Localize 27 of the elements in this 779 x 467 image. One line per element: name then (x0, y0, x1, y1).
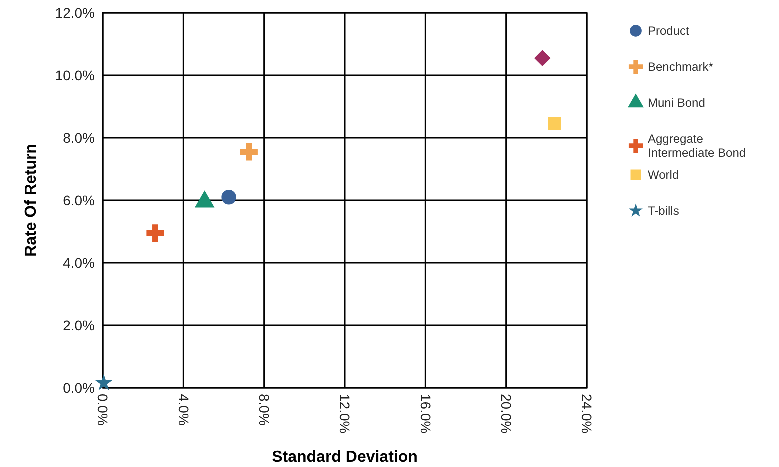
legend-label: T-bills (648, 204, 680, 218)
legend-label: Benchmark* (648, 60, 714, 74)
x-tick-label: 12.0% (337, 394, 354, 434)
point (240, 143, 258, 161)
y-tick-label: 4.0% (63, 254, 95, 271)
y-tick-label: 0.0% (63, 380, 95, 396)
legend-label: Aggregate Intermediate Bond (648, 132, 746, 160)
legend-label: Product (648, 24, 690, 38)
legend-label: Muni Bond (648, 96, 706, 110)
y-tick-label: 6.0% (63, 192, 95, 208)
point (222, 190, 236, 205)
x-tick-label: 16.0% (418, 394, 434, 434)
x-axis-title: Standard Deviation (272, 449, 418, 466)
y-tick-label: 10.0% (55, 67, 95, 84)
legend-label: World (648, 168, 680, 182)
y-axis-title: Rate Of Return (23, 144, 40, 257)
point (548, 117, 562, 130)
point (534, 50, 551, 66)
x-tick-label: 20.0% (498, 394, 514, 434)
y-tick-label: 12.0% (55, 4, 95, 21)
x-tick-label: 24.0% (579, 394, 596, 434)
x-tick-label: 8.0% (256, 394, 272, 426)
y-tick-label: 2.0% (63, 317, 95, 334)
point (146, 224, 164, 242)
y-tick-label: 8.0% (63, 130, 95, 146)
x-tick-label: 4.0% (176, 394, 192, 426)
point (95, 374, 113, 391)
